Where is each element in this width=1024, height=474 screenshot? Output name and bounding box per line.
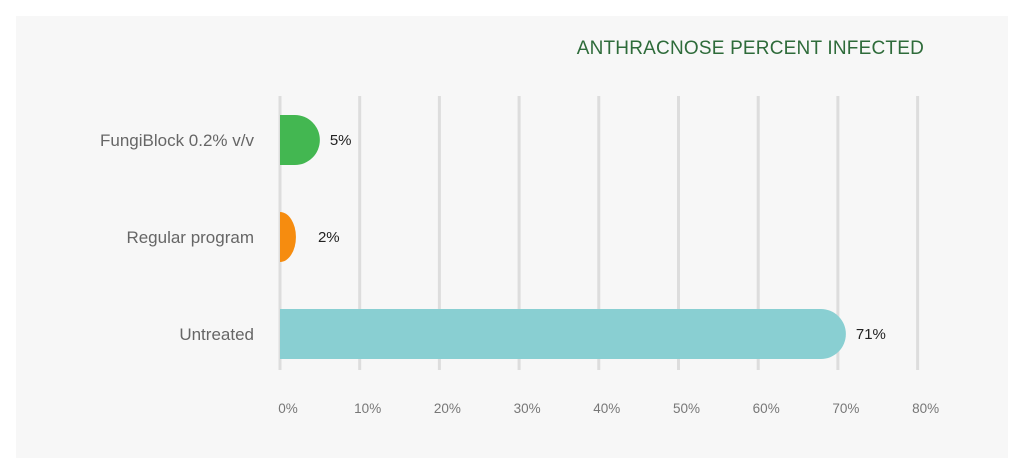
- bar: [280, 211, 296, 262]
- bars: [280, 115, 846, 359]
- x-tick-label: 50%: [673, 401, 700, 416]
- x-tick-label: 60%: [753, 401, 780, 416]
- value-label: 2%: [318, 229, 340, 246]
- value-label: 71%: [856, 326, 886, 343]
- x-tick-label: 20%: [434, 401, 461, 416]
- x-tick-label: 80%: [912, 401, 939, 416]
- bar: [280, 115, 320, 165]
- x-tick-label: 10%: [354, 401, 381, 416]
- x-tick-label: 40%: [593, 401, 620, 416]
- value-label: 5%: [330, 132, 352, 149]
- value-labels: 5% 2% 71%: [318, 132, 886, 343]
- category-labels: FungiBlock 0.2% v/v Regular program Untrea…: [100, 131, 255, 344]
- category-label: FungiBlock 0.2% v/v: [100, 131, 255, 150]
- x-axis-tick-labels: 0% 10% 20% 30% 40% 50% 60% 70% 80%: [278, 401, 939, 416]
- x-tick-label: 0%: [278, 401, 298, 416]
- chart-title: ANTHRACNOSE PERCENT INFECTED: [577, 38, 924, 59]
- category-label: Untreated: [179, 325, 254, 344]
- x-tick-label: 30%: [514, 401, 541, 416]
- x-tick-label: 70%: [832, 401, 859, 416]
- bar: [280, 309, 846, 359]
- chart-panel: [16, 16, 1008, 458]
- category-label: Regular program: [126, 228, 254, 247]
